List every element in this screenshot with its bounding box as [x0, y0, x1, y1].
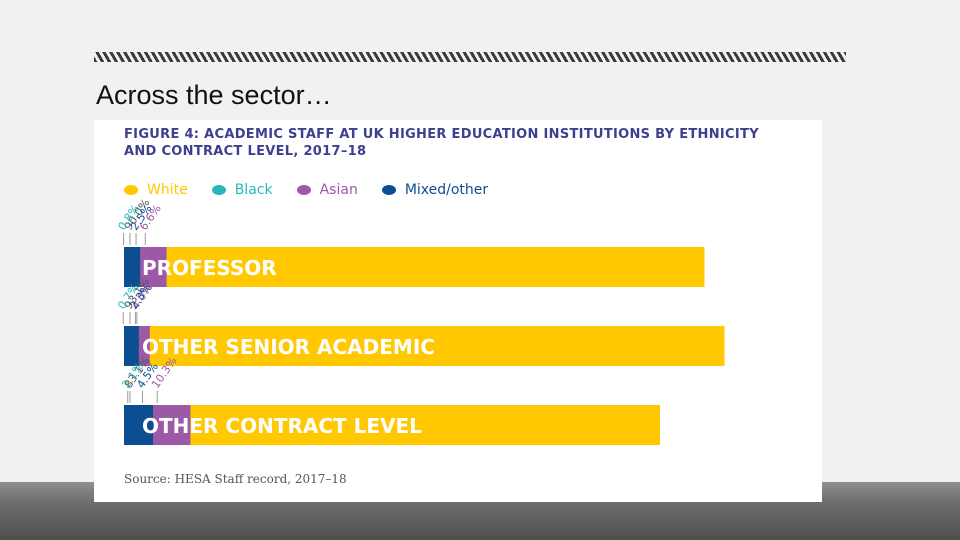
legend-swatch [124, 185, 138, 195]
category-label-other-contract-level: OTHER CONTRACT LEVEL [142, 414, 422, 438]
bar-segment-other-contract-level-mixed-other [124, 405, 154, 445]
stacked-bar-chart: 90.0%0.8%6.6%2.5%PROFESSOR93.1%0.7%4.0%2… [115, 197, 725, 445]
decorative-hatch-bar [94, 52, 846, 62]
legend-label: Black [234, 182, 273, 198]
legend-swatch [296, 185, 311, 195]
bar-segment-other-senior-academic-mixed-other [124, 326, 139, 366]
category-label-professor: PROFESSOR [142, 256, 277, 280]
bar-segment-professor-mixed-other [124, 247, 141, 287]
legend-item-mixed-other: Mixed/other [381, 182, 489, 198]
bar-segment-other-senior-academic-white [124, 326, 725, 366]
legend-label: White [147, 182, 188, 198]
bar-segment-professor-white [124, 247, 705, 287]
legend-label: Mixed/other [404, 182, 489, 198]
legend-swatch [211, 185, 226, 195]
chart-source: Source: HESA Staff record, 2017–18 [124, 472, 347, 486]
legend-item-white: White [124, 182, 188, 198]
slide-title: Across the sector… [96, 80, 332, 110]
bar-segment-other-contract-level-white [124, 405, 660, 445]
legend-swatch [381, 185, 396, 195]
legend-item-asian: Asian [296, 182, 358, 198]
chart-legend: White Black Asian Mixed/other [124, 182, 488, 198]
category-label-other-senior-academic: OTHER SENIOR ACADEMIC [142, 335, 435, 359]
legend-label: Asian [319, 182, 358, 198]
chart-title: FIGURE 4: ACADEMIC STAFF AT UK HIGHER ED… [124, 127, 759, 159]
chart-figure: FIGURE 4: ACADEMIC STAFF AT UK HIGHER ED… [94, 120, 822, 502]
legend-item-black: Black [211, 182, 273, 198]
